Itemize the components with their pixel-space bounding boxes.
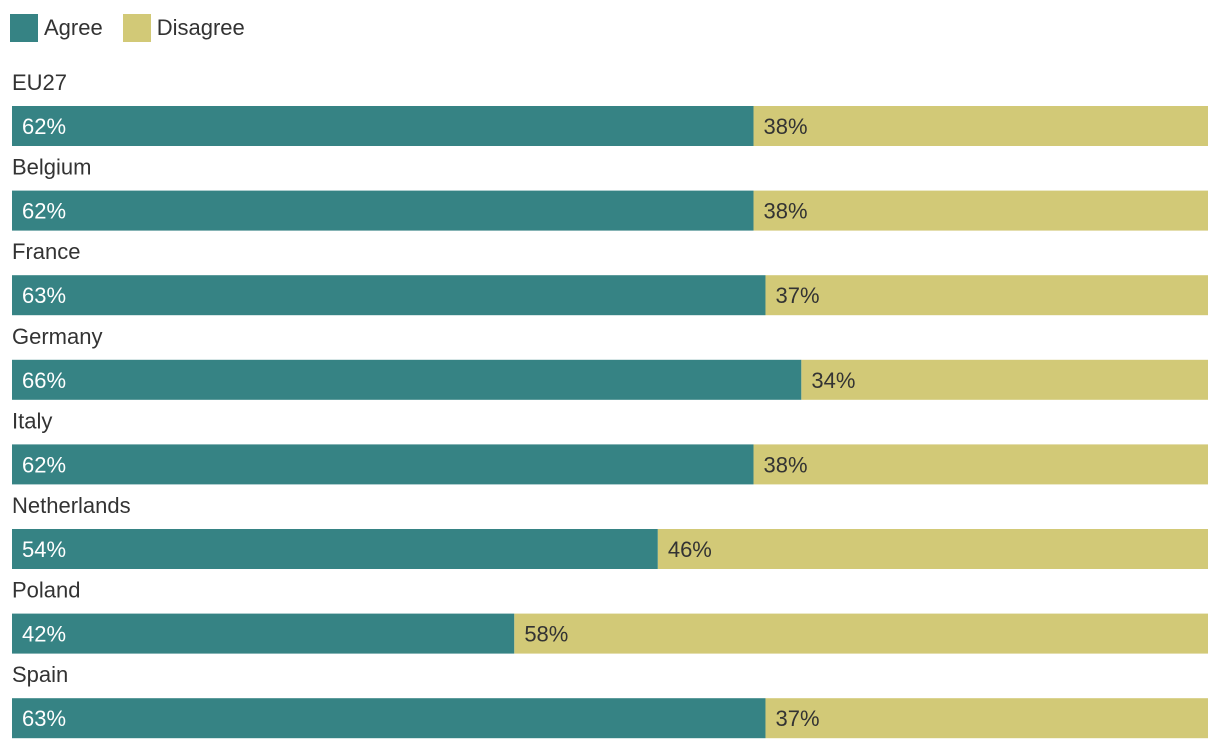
category-label-poland: Poland bbox=[12, 578, 81, 603]
bar-segment-agree-france[interactable] bbox=[12, 275, 766, 316]
bar-segment-agree-spain[interactable] bbox=[12, 698, 766, 739]
legend-item-agree[interactable]: Agree bbox=[10, 14, 103, 42]
bar-segment-disagree-germany[interactable] bbox=[801, 359, 1208, 400]
data-label-disagree-poland: 58% bbox=[524, 622, 568, 647]
category-label-eu27: EU27 bbox=[12, 70, 67, 95]
category-label-france: France bbox=[12, 239, 80, 264]
legend-label-disagree: Disagree bbox=[156, 15, 245, 40]
bar-row-poland: Poland 42% 58% bbox=[12, 578, 1208, 654]
category-label-netherlands: Netherlands bbox=[12, 493, 131, 518]
data-label-disagree-italy: 38% bbox=[764, 452, 808, 477]
data-label-disagree-netherlands: 46% bbox=[668, 537, 712, 562]
bar-row-belgium: Belgium 62% 38% bbox=[12, 155, 1208, 231]
data-label-agree-italy: 62% bbox=[22, 452, 66, 477]
bar-segment-disagree-belgium[interactable] bbox=[753, 190, 1208, 231]
category-label-belgium: Belgium bbox=[12, 155, 91, 180]
legend-label-agree: Agree bbox=[44, 15, 103, 40]
bar-segment-agree-germany[interactable] bbox=[12, 359, 802, 400]
data-label-disagree-eu27: 38% bbox=[764, 114, 808, 139]
bar-segment-agree-italy[interactable] bbox=[12, 444, 754, 485]
bar-row-netherlands: Netherlands 54% 46% bbox=[12, 493, 1208, 569]
data-label-agree-poland: 42% bbox=[22, 622, 66, 647]
data-label-disagree-belgium: 38% bbox=[764, 199, 808, 224]
bar-segment-disagree-eu27[interactable] bbox=[753, 106, 1208, 146]
legend: Agree Disagree bbox=[10, 14, 265, 42]
bar-row-eu27: EU27 62% 38% bbox=[12, 70, 1208, 146]
data-label-agree-france: 63% bbox=[22, 283, 66, 308]
bar-segment-agree-netherlands[interactable] bbox=[12, 529, 658, 569]
legend-item-disagree[interactable]: Disagree bbox=[122, 14, 245, 42]
legend-swatch-disagree bbox=[122, 14, 151, 42]
data-label-disagree-france: 37% bbox=[775, 283, 819, 308]
bar-row-germany: Germany 66% 34% bbox=[12, 324, 1208, 400]
bar-segment-agree-eu27[interactable] bbox=[12, 106, 754, 146]
data-label-agree-germany: 66% bbox=[22, 368, 66, 393]
data-label-agree-netherlands: 54% bbox=[22, 537, 66, 562]
data-label-disagree-germany: 34% bbox=[811, 368, 855, 393]
data-label-agree-eu27: 62% bbox=[22, 114, 66, 139]
bar-segment-agree-belgium[interactable] bbox=[12, 190, 754, 231]
bar-segment-disagree-italy[interactable] bbox=[753, 444, 1208, 485]
category-label-spain: Spain bbox=[12, 662, 68, 687]
bar-segment-disagree-poland[interactable] bbox=[514, 613, 1208, 654]
legend-swatch-agree bbox=[10, 14, 38, 42]
bar-segment-disagree-netherlands[interactable] bbox=[657, 529, 1208, 569]
data-label-agree-spain: 63% bbox=[22, 706, 66, 731]
bar-segment-disagree-france[interactable] bbox=[765, 275, 1208, 316]
bar-row-italy: Italy 62% 38% bbox=[12, 408, 1208, 485]
data-label-agree-belgium: 62% bbox=[22, 199, 66, 224]
bar-row-france: France 63% 37% bbox=[12, 239, 1208, 316]
bar-row-spain: Spain 63% 37% bbox=[12, 662, 1208, 739]
data-label-disagree-spain: 37% bbox=[775, 706, 819, 731]
bar-segment-agree-poland[interactable] bbox=[12, 613, 515, 654]
category-label-italy: Italy bbox=[12, 408, 52, 433]
category-label-germany: Germany bbox=[12, 324, 102, 349]
bar-segment-disagree-spain[interactable] bbox=[765, 698, 1208, 739]
